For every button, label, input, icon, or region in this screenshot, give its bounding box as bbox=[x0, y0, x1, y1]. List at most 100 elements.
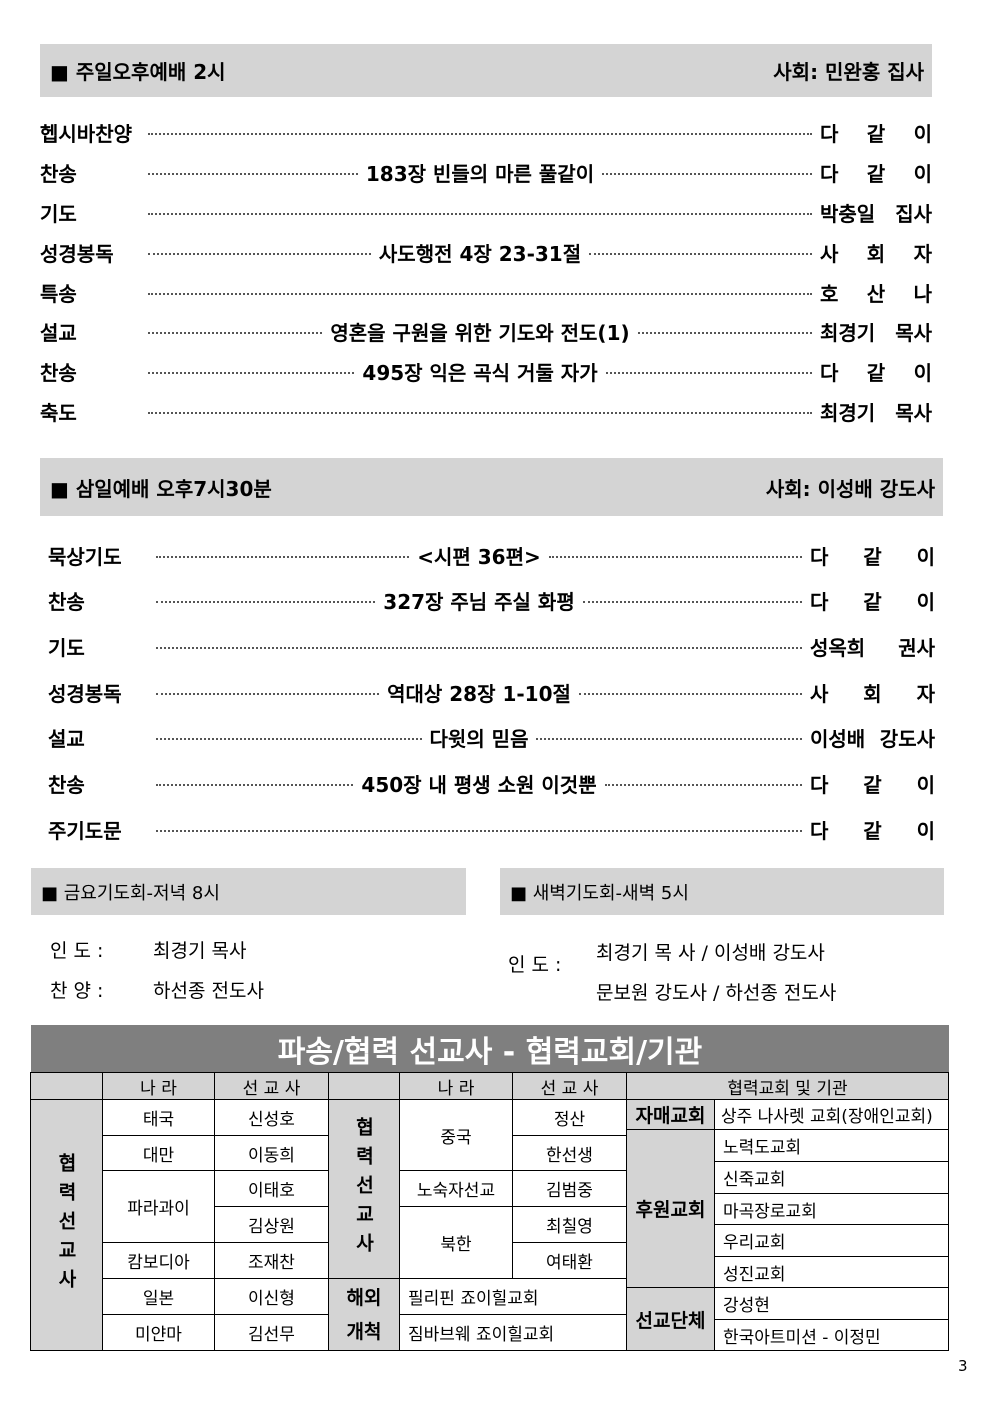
item-person: 이성배 강도사 bbox=[810, 726, 935, 751]
item-label: 찬송 bbox=[40, 161, 77, 186]
order-row: 설교 영혼을 구원을 위한 기도와 전도(1) 최경기 목사 bbox=[40, 316, 932, 346]
missionary-cell: 김범중 bbox=[512, 1170, 627, 1207]
order-row: 찬송 327장 주님 주실 화평 다 같 이 bbox=[48, 585, 935, 615]
mission-org: 한국아트미션 - 이정민 bbox=[714, 1319, 949, 1351]
item-content: 사도행전 4장 23-31절 bbox=[378, 241, 582, 266]
item-content: <시편 36편> bbox=[417, 544, 541, 569]
leader-dots bbox=[148, 412, 812, 414]
item-person: 다 같 이 bbox=[820, 161, 932, 186]
header-country: 나 라 bbox=[399, 1072, 513, 1100]
support-church: 우리교회 bbox=[714, 1224, 949, 1257]
section-header-sunday: ■ 주일오후예배 2시 사회: 민완홍 집사 bbox=[40, 44, 932, 97]
country-cell: 중국 bbox=[399, 1099, 513, 1171]
leader-dots bbox=[148, 372, 355, 374]
leader-dots bbox=[148, 253, 371, 255]
item-person: 박충일 집사 bbox=[820, 201, 932, 226]
friday-praise: 하선종 전도사 bbox=[153, 980, 264, 1002]
host: 사회: 민완홍 집사 bbox=[773, 60, 924, 84]
leader-dots bbox=[148, 213, 812, 215]
item-label: 설교 bbox=[48, 726, 85, 751]
order-row: 성경봉독 역대상 28장 1-10절 사 회 자 bbox=[48, 677, 935, 707]
header-church: 협력교회 및 기관 bbox=[626, 1072, 949, 1100]
leader-dots bbox=[156, 784, 354, 786]
item-person: 최경기 목사 bbox=[820, 400, 932, 425]
leader-dots bbox=[156, 647, 802, 649]
leader-dots bbox=[578, 693, 802, 695]
item-label: 찬송 bbox=[48, 772, 85, 797]
leader-dots bbox=[604, 784, 803, 786]
missionary-cell: 신성호 bbox=[214, 1099, 329, 1136]
leader-dots bbox=[156, 830, 802, 832]
order-row: 기도 박충일 집사 bbox=[40, 197, 932, 227]
leader-dots bbox=[582, 601, 802, 603]
item-label: 헵시바찬양 bbox=[40, 121, 132, 146]
missionary-cell: 김선무 bbox=[214, 1314, 329, 1351]
order-row: 특송 호 산 나 bbox=[40, 277, 932, 307]
leader-dots bbox=[156, 601, 376, 603]
item-person: 다 같 이 bbox=[810, 544, 936, 569]
order-row: 축도 최경기 목사 bbox=[40, 396, 932, 426]
dawn-lead-label: 인 도 : bbox=[508, 954, 562, 976]
support-church: 마곡장로교회 bbox=[714, 1193, 949, 1225]
leader-dots bbox=[637, 332, 812, 334]
friday-lead: 최경기 목사 bbox=[153, 940, 247, 962]
order-row: 주기도문 다 같 이 bbox=[48, 814, 935, 844]
host: 사회: 이성배 강도사 bbox=[765, 476, 935, 501]
item-person: 호 산 나 bbox=[820, 281, 932, 306]
church-cell: 필리핀 죠이힐교회 bbox=[399, 1278, 627, 1315]
missionary-cell: 이신형 bbox=[214, 1278, 329, 1315]
header-missionary: 선 교 사 bbox=[512, 1072, 627, 1100]
leader-dots bbox=[548, 556, 803, 558]
country-cell: 일본 bbox=[102, 1278, 215, 1315]
item-label: 기도 bbox=[40, 201, 77, 226]
item-person: 다 같 이 bbox=[820, 360, 933, 385]
item-content: 183장 빈들의 마른 풀같이 bbox=[365, 161, 595, 186]
leader-dots bbox=[589, 253, 812, 255]
item-content: 역대상 28장 1-10절 bbox=[387, 681, 571, 706]
country-cell: 파라과이 bbox=[102, 1170, 215, 1243]
sister-church-label: 자매교회 bbox=[626, 1099, 715, 1130]
order-row: 헵시바찬양 다 같 이 bbox=[40, 117, 932, 147]
order-row: 묵상기도 <시편 36편> 다 같 이 bbox=[48, 540, 935, 570]
section-header-wednesday: ■ 삼일예배 오후7시30분 사회: 이성배 강도사 bbox=[40, 458, 943, 516]
group-label: 협력선교사 bbox=[328, 1099, 400, 1279]
item-person: 성옥희 권사 bbox=[810, 635, 935, 660]
friday-title: ■ 금요기도회-저녁 8시 bbox=[41, 882, 220, 904]
section-title: ■ 삼일예배 오후7시30분 bbox=[50, 476, 272, 501]
item-content: 다윗의 믿음 bbox=[429, 726, 529, 751]
friday-lead-label: 인 도 : bbox=[50, 940, 104, 962]
missionary-cell: 여태환 bbox=[512, 1242, 627, 1279]
leader-dots bbox=[148, 173, 358, 175]
leader-dots bbox=[536, 738, 802, 740]
leader-dots bbox=[156, 556, 410, 558]
leader-dots bbox=[148, 293, 812, 295]
missionary-cell: 최칠영 bbox=[512, 1206, 627, 1243]
leader-dots bbox=[148, 332, 323, 334]
item-label: 기도 bbox=[48, 635, 85, 660]
group-label-overseas: 해외개척 bbox=[328, 1278, 400, 1351]
order-row: 찬송 495장 익은 곡식 거둘 자가 다 같 이 bbox=[40, 356, 932, 386]
group-label: 협력선교사 bbox=[30, 1099, 103, 1351]
item-person: 다 같 이 bbox=[810, 772, 936, 797]
item-content: 영혼을 구원을 위한 기도와 전도(1) bbox=[330, 320, 630, 345]
order-row: 찬송 183장 빈들의 마른 풀같이 다 같 이 bbox=[40, 157, 932, 187]
order-row: 기도 성옥희 권사 bbox=[48, 631, 935, 661]
order-row: 설교 다윗의 믿음 이성배 강도사 bbox=[48, 722, 935, 752]
item-label: 성경봉독 bbox=[48, 681, 122, 706]
country-cell: 노숙자선교 bbox=[399, 1170, 513, 1207]
page-number: 3 bbox=[958, 1357, 968, 1375]
item-content: 327장 주님 주실 화평 bbox=[383, 589, 575, 614]
item-label: 주기도문 bbox=[48, 818, 122, 843]
header-blank bbox=[328, 1072, 400, 1100]
mission-org-label: 선교단체 bbox=[626, 1287, 715, 1351]
dawn-header: ■ 새벽기도회-새벽 5시 bbox=[500, 868, 944, 915]
order-row: 찬송 450장 내 평생 소원 이것뿐 다 같 이 bbox=[48, 768, 935, 798]
country-cell: 태국 bbox=[102, 1099, 215, 1136]
section-title: ■ 주일오후예배 2시 bbox=[50, 60, 226, 84]
support-church-label: 후원교회 bbox=[626, 1129, 715, 1288]
item-content: 495장 익은 곡식 거둘 자가 bbox=[362, 360, 598, 385]
order-row: 성경봉독 사도행전 4장 23-31절 사 회 자 bbox=[40, 237, 932, 267]
item-person: 사 회 자 bbox=[810, 681, 935, 706]
leader-dots bbox=[602, 173, 812, 175]
leader-dots bbox=[156, 693, 380, 695]
